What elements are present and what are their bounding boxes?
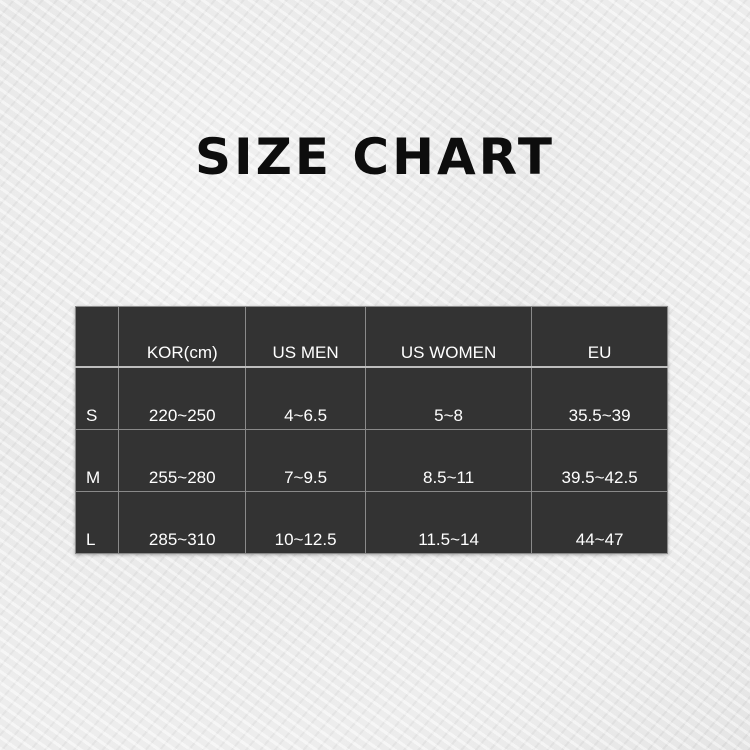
table-row: M 255~280 7~9.5 8.5~11 39.5~42.5 (74, 429, 668, 492)
header-kor: KOR(cm) (118, 306, 247, 368)
cell-eu: 39.5~42.5 (531, 429, 668, 492)
header-us-men: US MEN (245, 306, 366, 368)
cell-us-men: 7~9.5 (245, 429, 366, 492)
header-size (74, 306, 120, 368)
cell-us-women: 5~8 (364, 366, 533, 430)
cell-us-men: 10~12.5 (245, 491, 366, 554)
header-eu: EU (531, 306, 668, 368)
cell-kor: 220~250 (118, 366, 247, 430)
cell-kor: 255~280 (118, 429, 247, 492)
cell-us-women: 8.5~11 (364, 429, 533, 492)
cell-eu: 35.5~39 (531, 366, 668, 430)
header-row: KOR(cm) US MEN US WOMEN EU (74, 306, 668, 368)
cell-us-men: 4~6.5 (245, 366, 366, 430)
table-row: S 220~250 4~6.5 5~8 35.5~39 (74, 366, 668, 430)
cell-us-women: 11.5~14 (364, 491, 533, 554)
size-label: M (74, 429, 120, 492)
size-label: L (74, 491, 120, 554)
table-row: L 285~310 10~12.5 11.5~14 44~47 (74, 491, 668, 554)
size-label: S (74, 366, 120, 430)
cell-kor: 285~310 (118, 491, 247, 554)
page-title: SIZE CHART (194, 128, 556, 186)
header-us-women: US WOMEN (364, 306, 533, 368)
size-table: KOR(cm) US MEN US WOMEN EU S 220~250 4~6… (74, 306, 668, 554)
cell-eu: 44~47 (531, 491, 668, 554)
